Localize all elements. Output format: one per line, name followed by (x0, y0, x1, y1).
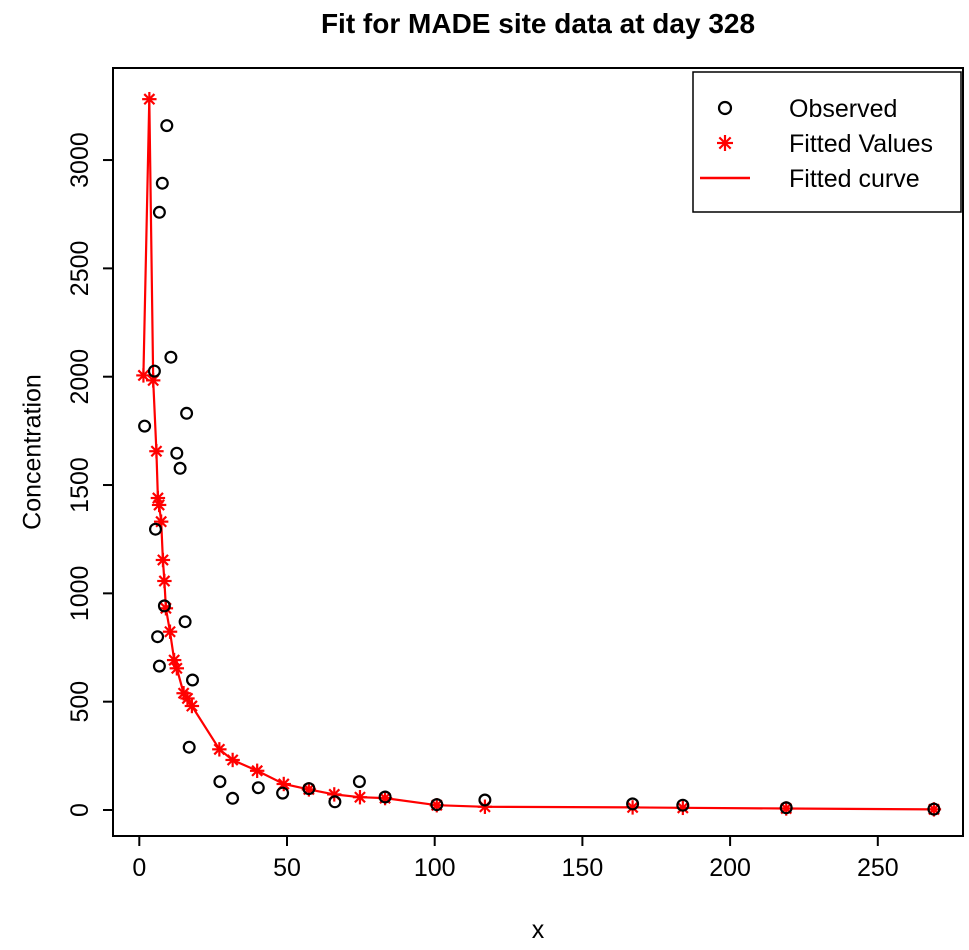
observed-point (328, 795, 342, 809)
fitted-point (169, 661, 185, 676)
fitted-point (151, 497, 167, 513)
observed-point (170, 446, 184, 460)
observed-point (478, 793, 492, 807)
observed-point (151, 630, 165, 644)
fitted-point (184, 698, 200, 714)
observed-point (149, 522, 163, 536)
y-tick-label: 1000 (66, 566, 94, 622)
observed-point (430, 798, 444, 812)
observed-point (182, 740, 196, 754)
legend-label-observed: Observed (789, 95, 897, 123)
x-axis-label: x (531, 916, 545, 944)
y-tick-label: 2500 (66, 241, 94, 297)
fitted-point (352, 790, 368, 805)
observed-point (779, 801, 793, 815)
fitted-point (157, 573, 172, 589)
observed-point (676, 798, 690, 812)
observed-point (180, 406, 194, 420)
observed-point (157, 599, 171, 613)
observed-point (173, 461, 187, 475)
y-tick-label: 1500 (66, 457, 94, 513)
observed-point (927, 802, 941, 816)
observed-point (378, 790, 392, 804)
observed-point (626, 797, 640, 811)
fitted-point (142, 91, 157, 107)
observed-point (160, 119, 174, 133)
fitted-point (225, 752, 240, 768)
observed-point (138, 419, 152, 433)
observed-point (178, 615, 192, 629)
plot-frame (112, 67, 964, 837)
legend-box (692, 71, 962, 213)
fitted-point (249, 763, 265, 778)
observed-point (186, 673, 200, 687)
x-tick-label: 150 (562, 854, 604, 882)
y-tick-label: 2000 (66, 349, 94, 405)
fitted-point (149, 444, 164, 459)
y-tick-label: 3000 (66, 132, 94, 188)
fitted-point (212, 742, 227, 757)
observed-point (276, 786, 290, 800)
x-tick-label: 0 (132, 854, 146, 882)
y-axis-label: Concentration (18, 374, 47, 530)
legend-label-fitted-curve: Fitted curve (789, 165, 920, 193)
legend-marker-asterisk (717, 135, 733, 151)
x-tick-label: 50 (273, 854, 301, 882)
observed-point (251, 781, 265, 795)
observed-point (147, 364, 161, 378)
observed-point (352, 775, 366, 789)
x-tick-label: 100 (414, 854, 456, 882)
observed-point (213, 775, 227, 789)
observed-point (226, 791, 240, 805)
y-tick-label: 500 (66, 681, 94, 723)
legend-label-fitted-values: Fitted Values (789, 130, 933, 158)
x-tick-label: 250 (857, 854, 899, 882)
fitted-point (162, 624, 178, 639)
fitted-point (155, 552, 171, 568)
observed-point (155, 176, 169, 190)
observed-point (152, 659, 166, 673)
observed-point (152, 205, 166, 219)
chart-title: Fit for MADE site data at day 328 (320, 8, 756, 39)
fitted-point (180, 691, 195, 706)
observed-point (302, 782, 316, 796)
x-tick-label: 200 (709, 854, 751, 882)
y-tick-label: 0 (66, 803, 94, 817)
legend-marker-circle (717, 100, 733, 116)
observed-point (164, 350, 178, 364)
